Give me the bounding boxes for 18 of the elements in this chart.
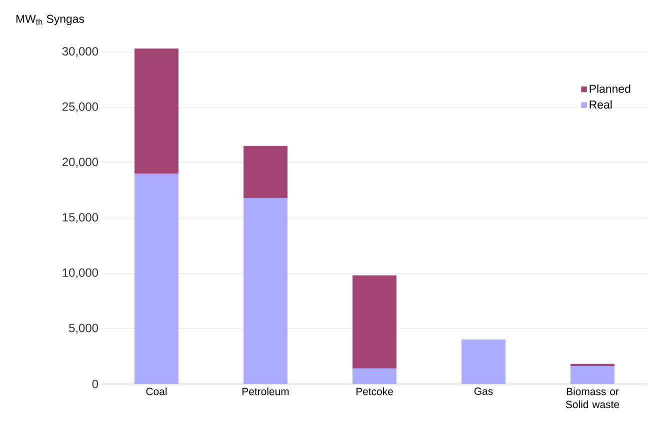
y-tick-label: 20,000 [62, 158, 98, 168]
bar [134, 48, 178, 174]
y-tick-label: 5,000 [69, 324, 98, 334]
y-tick-label: 10,000 [62, 268, 98, 278]
bar [352, 275, 397, 369]
bar [244, 146, 288, 198]
x-tick-label: Petcoke [356, 388, 393, 396]
legend-label: Real [590, 100, 612, 109]
x-tick-label: Petroleum [242, 388, 289, 396]
y-axis-title: MW$_{th}$ Syngas [16, 14, 84, 26]
y-tick-label: 0 [92, 380, 98, 388]
y-tick-label: 30,000 [62, 47, 98, 57]
x-tick-label: Gas [474, 388, 493, 395]
y-tick-label: 15,000 [62, 213, 98, 223]
legend-label: Planned [590, 84, 630, 93]
y-tick-label: 25,000 [62, 102, 98, 112]
x-tick-label: Coal [146, 388, 167, 396]
x-tick-label: Biomass or Solid waste [566, 388, 620, 408]
